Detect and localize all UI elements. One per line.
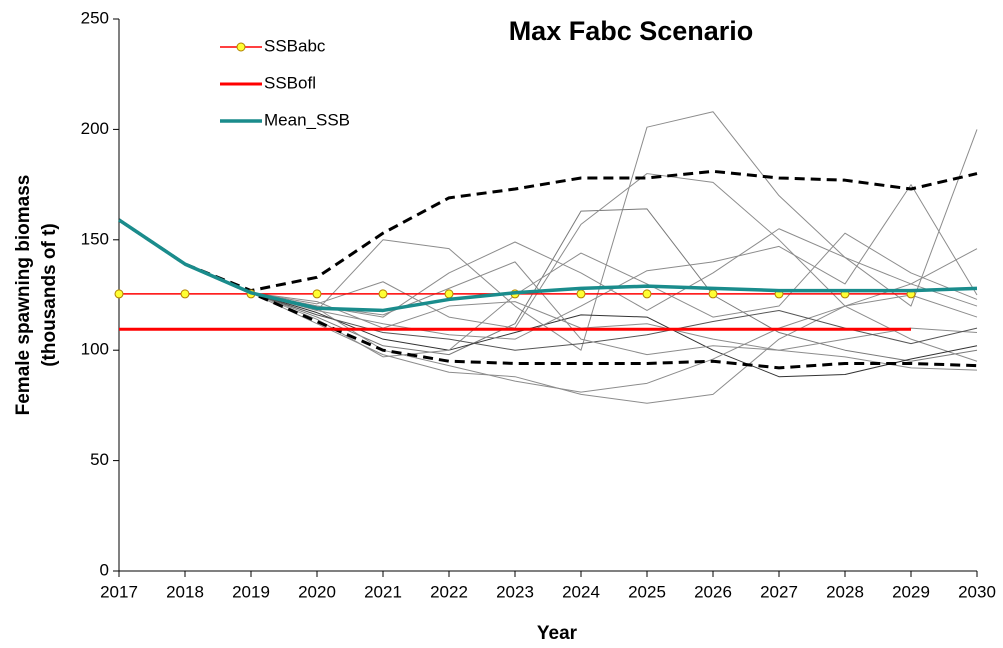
y-tick-label: 150	[81, 229, 109, 248]
marker	[378, 289, 388, 299]
x-tick-label: 2030	[958, 582, 996, 601]
x-tick-label: 2028	[826, 582, 864, 601]
x-tick-label: 2024	[562, 582, 600, 601]
trajectory-line	[118, 218, 978, 370]
x-tick-label: 2022	[430, 582, 468, 601]
y-axis-title: (thousands of t)	[39, 223, 60, 367]
x-tick-label: 2019	[232, 582, 270, 601]
y-tick-label: 250	[81, 8, 109, 27]
x-tick-label: 2025	[628, 582, 666, 601]
legend-marker	[236, 42, 246, 52]
series-line	[118, 218, 978, 313]
trajectory-line	[118, 219, 978, 404]
legend-label: SSBofl	[264, 73, 316, 92]
x-axis-title: Year	[537, 623, 578, 644]
legend-label: SSBabc	[264, 36, 326, 55]
marker	[180, 289, 190, 299]
marker	[642, 289, 652, 299]
x-tick-label: 2017	[100, 582, 138, 601]
x-tick-label: 2021	[364, 582, 402, 601]
x-tick-label: 2018	[166, 582, 204, 601]
x-tick-label: 2029	[892, 582, 930, 601]
x-tick-label: 2020	[298, 582, 336, 601]
trajectory-line	[118, 219, 978, 393]
trajectory-line	[118, 184, 978, 340]
y-tick-label: 0	[100, 560, 109, 579]
trajectory-line	[118, 169, 978, 293]
y-axis-title: Female spawning biomass	[13, 175, 34, 416]
x-tick-label: 2023	[496, 582, 534, 601]
x-tick-label: 2026	[694, 582, 732, 601]
y-tick-label: 200	[81, 119, 109, 138]
y-tick-label: 100	[81, 340, 109, 359]
chart-title: Max Fabc Scenario	[509, 16, 754, 46]
trajectory-line	[118, 219, 978, 378]
y-tick-label: 50	[90, 450, 109, 469]
legend-label: Mean_SSB	[264, 110, 350, 129]
marker	[444, 289, 454, 299]
marker	[576, 289, 586, 299]
marker	[312, 289, 322, 299]
marker	[708, 289, 718, 299]
x-tick-label: 2027	[760, 582, 798, 601]
marker	[114, 289, 124, 299]
